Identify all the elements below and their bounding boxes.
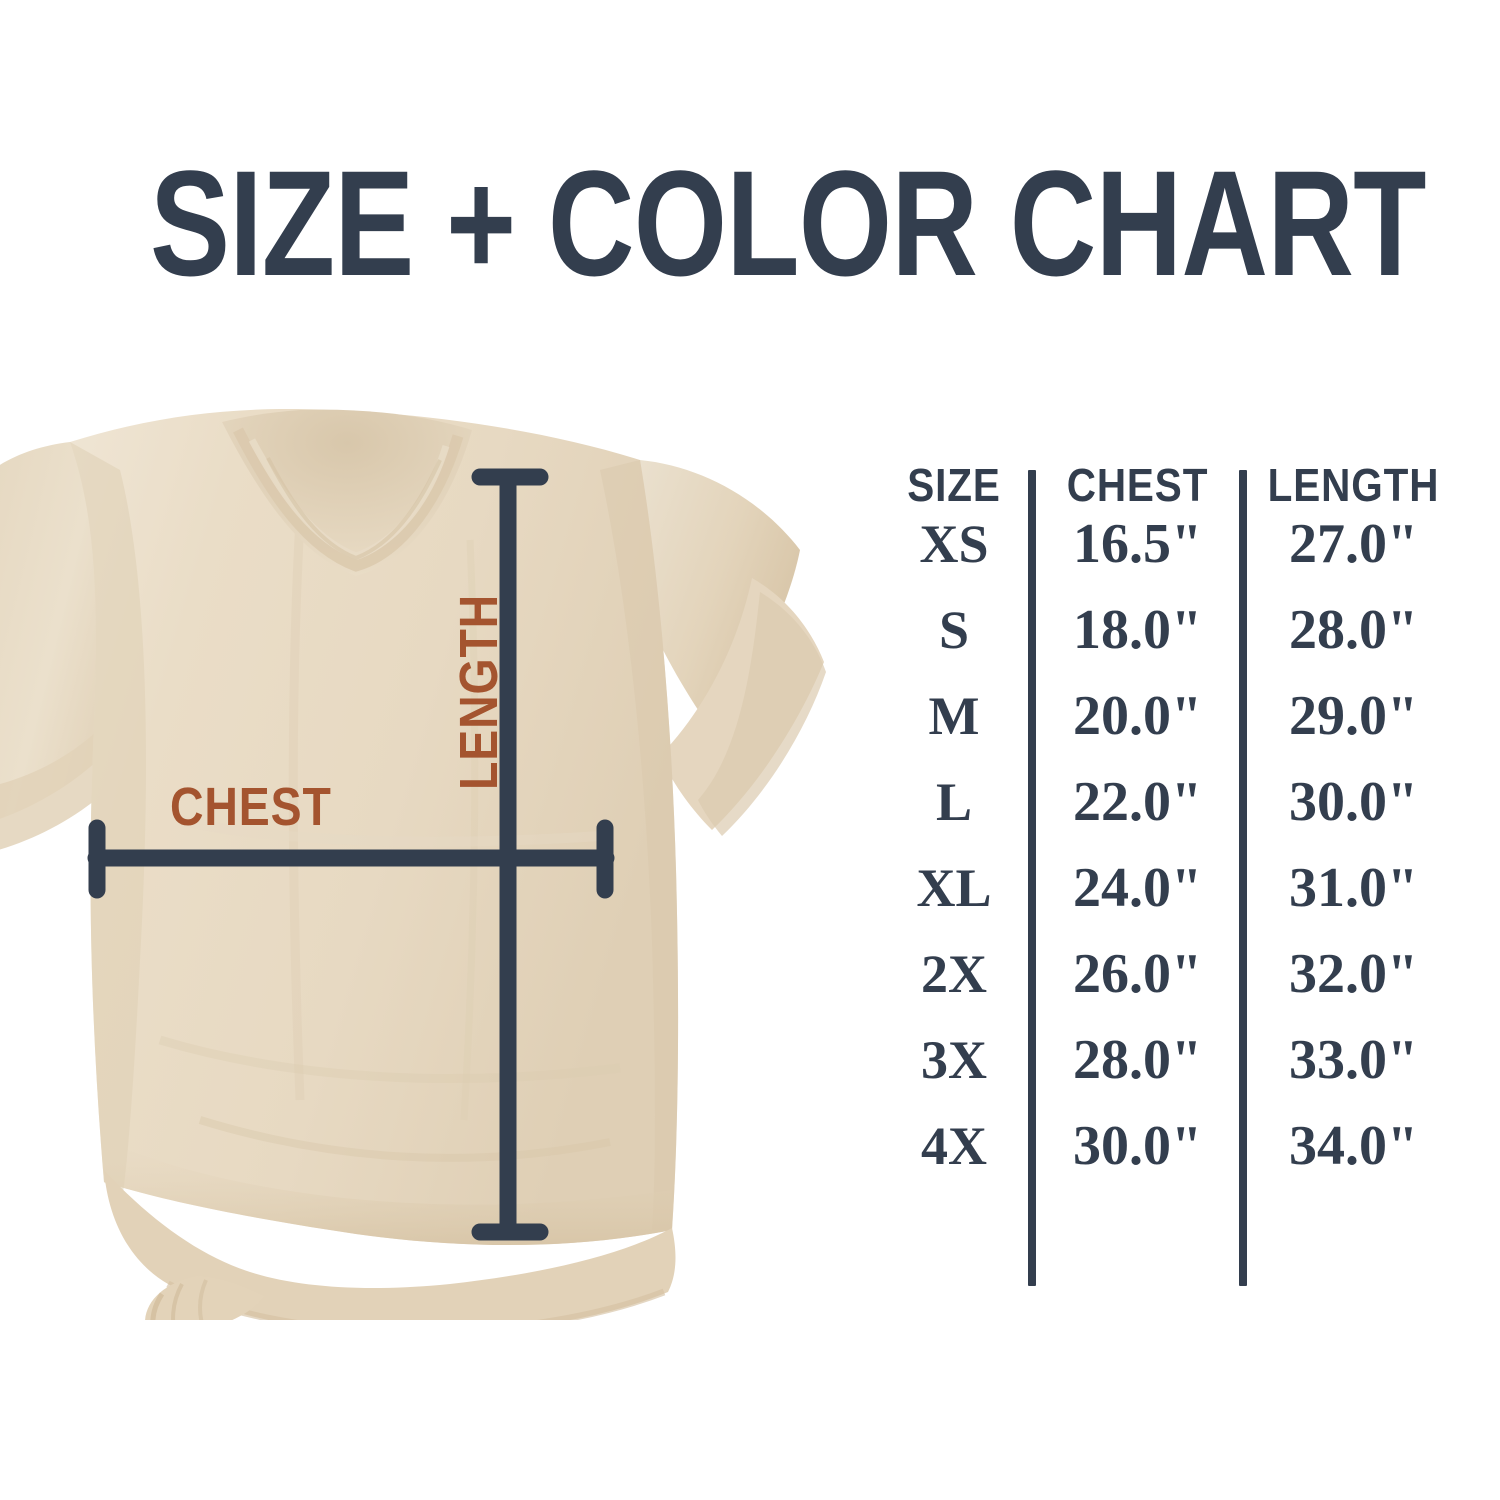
table-cell-chest: 28.0" bbox=[1072, 1029, 1203, 1091]
table-cell-length: 27.0" bbox=[1288, 513, 1419, 575]
table-column-size: SIZE XS S M L XL 2X 3X 4X bbox=[880, 462, 1028, 1204]
length-measure-label: LENGTH bbox=[449, 593, 509, 790]
table-header-size: SIZE bbox=[907, 459, 1001, 511]
size-table: SIZE XS S M L XL 2X 3X 4X CHEST 16.5" 18… bbox=[880, 462, 1460, 1292]
table-cell-chest: 20.0" bbox=[1072, 685, 1203, 747]
table-cell-length: 31.0" bbox=[1288, 857, 1419, 919]
table-header-chest: CHEST bbox=[1066, 459, 1209, 511]
table-cell-size: M bbox=[928, 686, 980, 746]
tshirt-illustration bbox=[0, 400, 880, 1320]
table-cell-size: XL bbox=[916, 858, 992, 918]
chest-measure-label: CHEST bbox=[170, 777, 332, 837]
table-cell-size: 4X bbox=[921, 1116, 987, 1176]
table-cell-chest: 18.0" bbox=[1072, 599, 1203, 661]
table-cell-length: 29.0" bbox=[1288, 685, 1419, 747]
tshirt-svg bbox=[0, 409, 826, 1320]
table-cell-size: S bbox=[938, 600, 970, 660]
table-cell-size: XS bbox=[919, 514, 989, 574]
table-cell-chest: 24.0" bbox=[1072, 857, 1203, 919]
table-cell-length: 33.0" bbox=[1288, 1029, 1419, 1091]
table-header-length: LENGTH bbox=[1267, 459, 1440, 511]
table-cell-length: 32.0" bbox=[1288, 943, 1419, 1005]
table-cell-size: 3X bbox=[921, 1030, 987, 1090]
table-cell-size: 2X bbox=[921, 944, 987, 1004]
table-cell-length: 30.0" bbox=[1288, 771, 1419, 833]
table-column-length: LENGTH 27.0" 28.0" 29.0" 30.0" 31.0" 32.… bbox=[1247, 462, 1460, 1204]
table-divider-1 bbox=[1028, 470, 1036, 1286]
page-title: SIZE + COLOR CHART bbox=[150, 139, 1426, 307]
table-cell-chest: 30.0" bbox=[1072, 1115, 1203, 1177]
table-cell-chest: 26.0" bbox=[1072, 943, 1203, 1005]
table-cell-chest: 16.5" bbox=[1072, 513, 1203, 575]
table-cell-size: L bbox=[935, 772, 973, 832]
table-cell-chest: 22.0" bbox=[1072, 771, 1203, 833]
table-cell-length: 28.0" bbox=[1288, 599, 1419, 661]
table-divider-2 bbox=[1239, 470, 1247, 1286]
table-cell-length: 34.0" bbox=[1288, 1115, 1419, 1177]
table-column-chest: CHEST 16.5" 18.0" 20.0" 22.0" 24.0" 26.0… bbox=[1036, 462, 1239, 1204]
